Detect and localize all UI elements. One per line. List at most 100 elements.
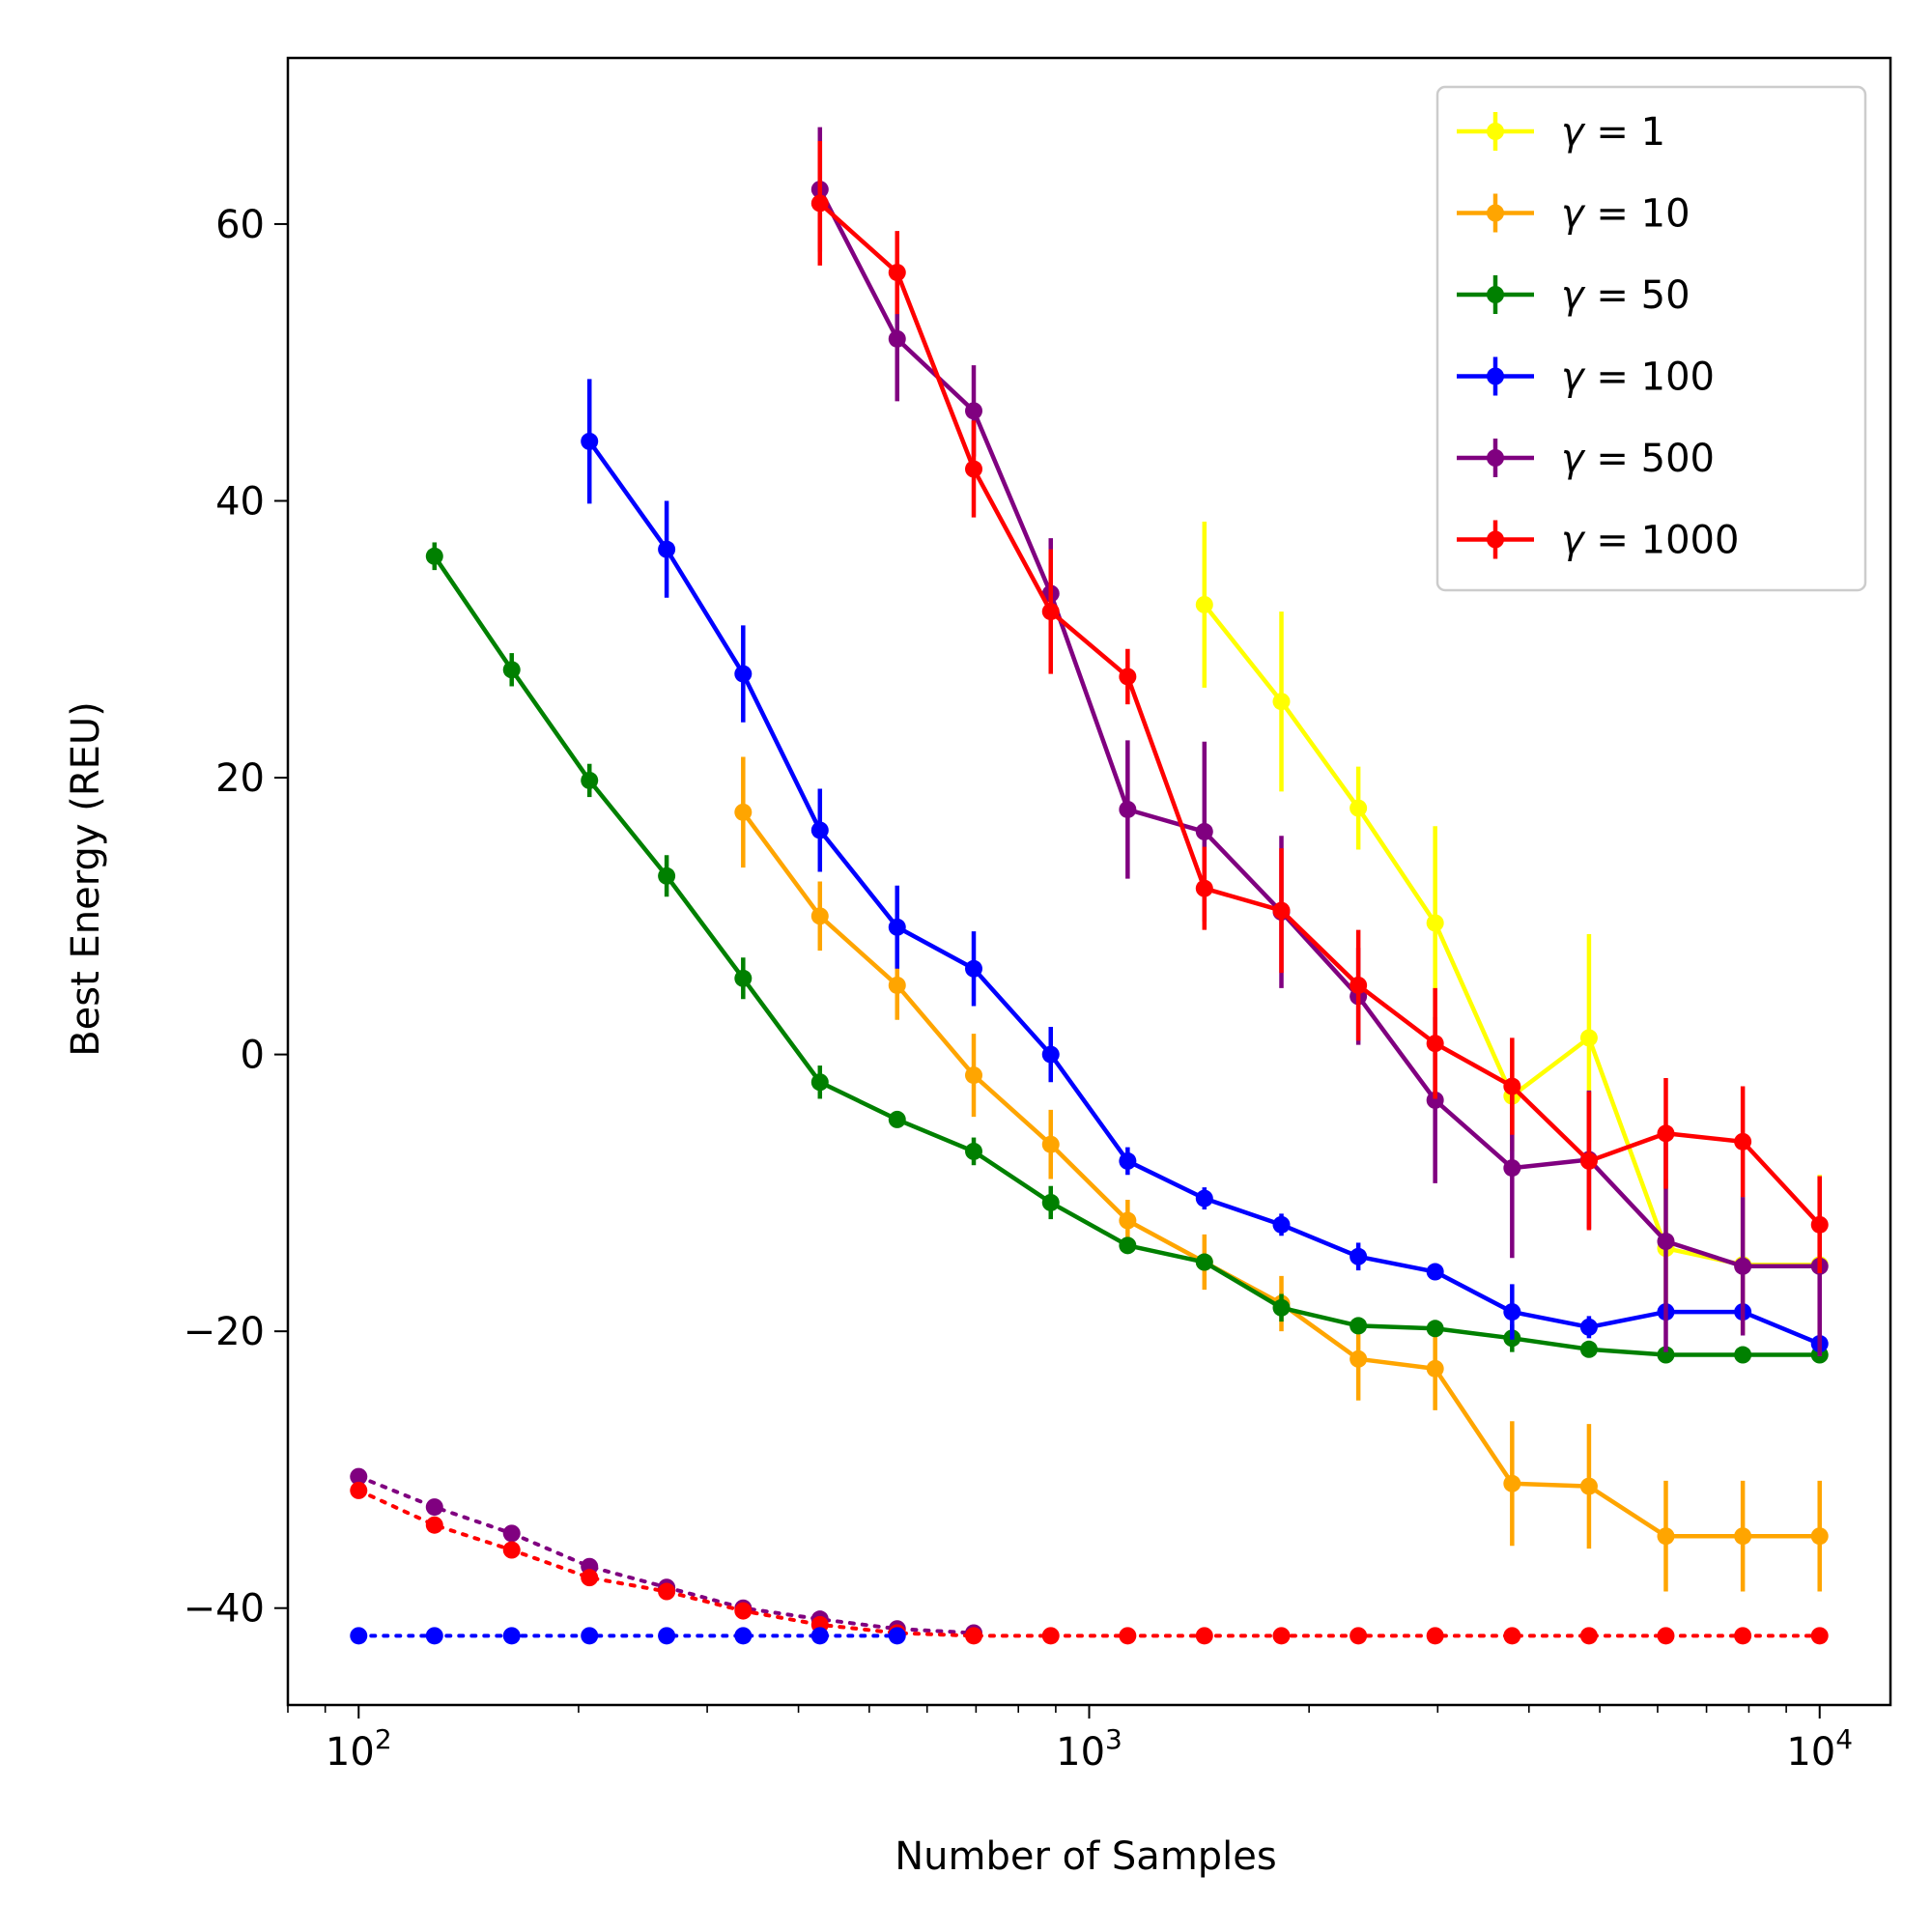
legend-equals: = — [1584, 273, 1641, 318]
data-point — [1041, 1045, 1060, 1064]
legend-label: γ = 500 — [1561, 437, 1715, 481]
baseline-point — [350, 1481, 368, 1499]
y-tick-label: 60 — [215, 203, 265, 247]
legend-box — [1435, 85, 1867, 592]
baseline-point — [810, 1627, 829, 1645]
x-tick-label-exponent: 3 — [1105, 1723, 1122, 1755]
legend-symbol: γ — [1561, 273, 1586, 318]
data-point — [1657, 1346, 1675, 1364]
data-point — [1195, 822, 1213, 840]
legend-marker — [1487, 123, 1504, 140]
legend-label: γ = 50 — [1561, 273, 1690, 318]
legend-symbol: γ — [1561, 192, 1586, 237]
x-tick-label-base: 10 — [1786, 1730, 1835, 1775]
legend-value: 50 — [1641, 273, 1690, 318]
data-point — [810, 907, 829, 925]
legend-equals: = — [1584, 519, 1641, 563]
data-point — [1350, 799, 1368, 817]
data-point — [1041, 603, 1060, 621]
legend-label: γ = 10 — [1561, 192, 1690, 237]
data-point — [1272, 693, 1291, 711]
data-point — [1579, 1318, 1598, 1336]
baseline-point — [1119, 1627, 1137, 1645]
data-point — [1119, 1151, 1137, 1170]
data-point — [965, 1142, 983, 1160]
data-point — [965, 402, 983, 420]
data-point — [1579, 1151, 1598, 1170]
data-point — [1195, 1253, 1213, 1271]
data-point — [1426, 1359, 1444, 1378]
data-point — [734, 803, 753, 821]
series-group — [810, 140, 1829, 1273]
series-line — [818, 201, 1822, 1227]
data-point — [1503, 1474, 1521, 1492]
y-axis-label: Best Energy (REU) — [64, 701, 108, 1057]
data-point — [734, 969, 753, 987]
legend-marker — [1487, 530, 1504, 549]
legend-marker — [1487, 367, 1504, 385]
y-tick-label: 0 — [241, 1034, 265, 1078]
data-point — [1041, 1135, 1060, 1153]
baseline-point — [502, 1524, 521, 1543]
baseline-point — [1272, 1627, 1291, 1645]
baseline-point — [734, 1627, 753, 1645]
legend-marker — [1487, 449, 1504, 467]
data-point — [1426, 1035, 1444, 1053]
data-point — [658, 867, 676, 885]
baseline-point — [658, 1582, 676, 1601]
data-point — [1350, 1317, 1368, 1335]
legend-symbol: γ — [1561, 519, 1586, 563]
baseline-point — [425, 1516, 443, 1534]
legend-equals: = — [1584, 355, 1641, 400]
y-tick-label: 40 — [215, 479, 265, 524]
y-tick-label: −40 — [184, 1587, 265, 1632]
data-point — [1119, 1236, 1137, 1255]
data-point — [1350, 976, 1368, 994]
y-axis: 60 40 20 0 −20 −40 — [184, 203, 288, 1632]
legend-value: 500 — [1641, 437, 1715, 481]
data-point — [1195, 1189, 1213, 1208]
data-point — [1119, 668, 1137, 686]
data-point — [1426, 1263, 1444, 1281]
legend-label: γ = 100 — [1561, 355, 1715, 400]
baseline-point — [1426, 1627, 1444, 1645]
baseline-point — [1195, 1627, 1213, 1645]
data-point — [810, 1073, 829, 1092]
y-tick-label: 20 — [215, 756, 265, 801]
baseline-point — [1503, 1627, 1521, 1645]
data-point — [965, 460, 983, 478]
data-point — [810, 821, 829, 839]
data-point — [888, 329, 906, 348]
data-point — [888, 264, 906, 282]
legend-symbol: γ — [1561, 355, 1586, 400]
legend-symbol: γ — [1561, 110, 1586, 155]
baseline-point — [658, 1627, 676, 1645]
baseline-line — [356, 1488, 1822, 1638]
data-point — [1426, 1320, 1444, 1338]
baseline-point — [1810, 1627, 1829, 1645]
data-point — [658, 540, 676, 558]
baseline-point — [965, 1627, 983, 1645]
data-point — [1734, 1346, 1752, 1364]
data-point — [1810, 1527, 1829, 1546]
data-point — [1579, 1029, 1598, 1047]
data-point — [1195, 595, 1213, 613]
data-point — [1503, 1077, 1521, 1095]
legend-value: 1 — [1641, 110, 1665, 155]
series-group — [425, 542, 1829, 1364]
data-point — [965, 959, 983, 978]
data-point — [1119, 1211, 1137, 1230]
data-point — [1272, 901, 1291, 920]
baseline-point — [581, 1627, 599, 1645]
data-point — [1426, 914, 1444, 932]
baseline-point — [1657, 1627, 1675, 1645]
data-point — [888, 918, 906, 936]
legend-value: 10 — [1641, 192, 1690, 237]
baseline-point — [581, 1569, 599, 1587]
data-point — [1503, 1159, 1521, 1178]
data-point — [888, 1110, 906, 1128]
data-point — [581, 432, 599, 450]
data-point — [1272, 1215, 1291, 1234]
data-point — [425, 547, 443, 565]
